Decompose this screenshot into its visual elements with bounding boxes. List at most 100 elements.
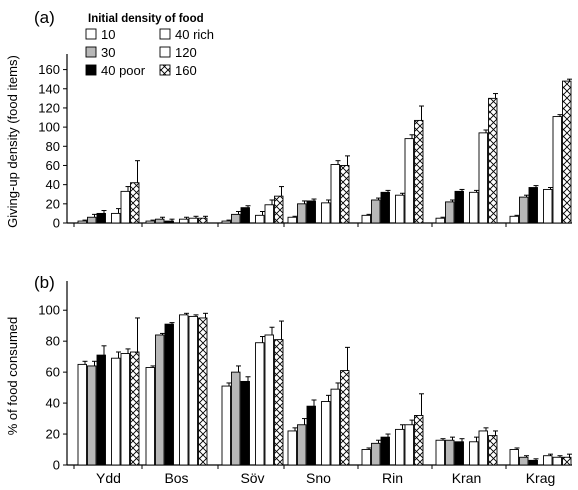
legend-label: 120 [175, 45, 197, 60]
bar [330, 388, 340, 466]
bar [255, 342, 265, 466]
bar [404, 424, 414, 466]
panel-label: (a) [34, 8, 55, 27]
bar [509, 215, 519, 224]
bar [255, 214, 265, 224]
bar [188, 315, 198, 466]
bar [130, 351, 140, 466]
bar [552, 456, 562, 466]
y-tick-label: 0 [53, 458, 60, 473]
y-tick-label: 60 [46, 365, 60, 380]
legend-swatch [85, 46, 97, 58]
panel-a-chart: (a) 0 20 40 60 80 100 120 140 160 Giving-up densit… [5, 8, 572, 231]
y-tick-label: 100 [38, 303, 60, 318]
bar [231, 213, 241, 224]
bar [306, 200, 316, 224]
bar [543, 455, 553, 466]
bar [130, 182, 140, 224]
bar [435, 217, 445, 224]
bar [179, 314, 189, 466]
y-tick-label: 100 [38, 120, 60, 135]
bar [321, 401, 331, 466]
bar [231, 371, 241, 466]
legend-label: 30 [101, 45, 115, 60]
bar [120, 353, 130, 466]
bar [488, 97, 498, 224]
legend-label: 160 [175, 63, 197, 78]
bar [340, 370, 350, 466]
bar [155, 218, 165, 224]
y-tick-label: 40 [46, 396, 60, 411]
bar [380, 191, 390, 224]
bar [188, 217, 198, 224]
y-tick-label: 60 [46, 158, 60, 173]
y-tick-label: 20 [46, 427, 60, 442]
bar [274, 195, 284, 224]
bar [145, 220, 155, 224]
bar [221, 385, 231, 466]
bar [198, 317, 208, 466]
panel-b-chart: (b) 0 20 40 60 80 100 % of food consumed Ydd Bos S… [5, 273, 572, 486]
bar [519, 456, 529, 466]
bar [528, 459, 538, 466]
bar [264, 204, 274, 224]
bar [371, 442, 381, 466]
bar [164, 220, 174, 224]
y-tick-label: 80 [46, 139, 60, 154]
bar [77, 363, 87, 466]
legend-swatch [85, 28, 97, 40]
bar [340, 165, 350, 224]
bar [469, 441, 479, 466]
y-tick-label: 120 [38, 100, 60, 115]
y-tick-label: 160 [38, 62, 60, 77]
bar [469, 191, 479, 224]
bar [287, 216, 297, 224]
bar [562, 80, 572, 224]
legend-swatch [85, 64, 97, 76]
bar [321, 202, 331, 224]
legend-swatch [159, 64, 171, 76]
bar [306, 405, 316, 466]
y-axis-label: Giving-up density (food items) [5, 55, 20, 228]
y-tick-label: 0 [53, 216, 60, 231]
bar [543, 188, 553, 224]
bar [454, 441, 464, 466]
x-tick-label: Rin [382, 470, 403, 486]
bar [297, 203, 307, 224]
bar [361, 449, 371, 466]
bar [414, 119, 424, 224]
y-tick-label: 140 [38, 81, 60, 96]
bar [454, 190, 464, 224]
bar [380, 436, 390, 466]
legend-swatch [159, 28, 171, 40]
bar [96, 212, 106, 224]
y-tick-label: 80 [46, 334, 60, 349]
bar [145, 367, 155, 466]
bar [87, 216, 97, 224]
bar [395, 428, 405, 466]
bar [519, 196, 529, 224]
bar [361, 214, 371, 224]
bar [221, 220, 231, 224]
bar [274, 339, 284, 466]
bar [478, 430, 488, 466]
bar [562, 456, 572, 466]
bar [478, 132, 488, 224]
legend: Initial density of food 10 30 40 poor 40 ric… [85, 13, 214, 78]
bar [330, 164, 340, 224]
bar [179, 218, 189, 224]
bar [395, 194, 405, 224]
legend-label: 40 rich [175, 27, 214, 42]
bar [435, 439, 445, 466]
x-tick-label: Söv [240, 470, 264, 486]
legend-swatch [159, 46, 171, 58]
bar [528, 187, 538, 224]
bar [111, 357, 121, 466]
y-tick-label: 40 [46, 177, 60, 192]
bar [164, 323, 174, 466]
x-tick-label: Bos [164, 470, 188, 486]
legend-title: Initial density of food [88, 13, 204, 25]
bar [264, 334, 274, 466]
bar [552, 116, 562, 224]
